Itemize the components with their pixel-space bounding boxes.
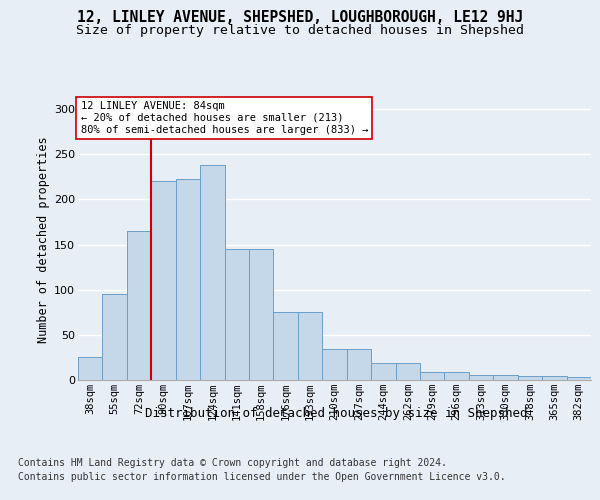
Bar bbox=[420, 372, 445, 380]
Bar bbox=[78, 358, 103, 380]
Bar bbox=[103, 294, 127, 380]
Text: Contains public sector information licensed under the Open Government Licence v3: Contains public sector information licen… bbox=[18, 472, 506, 482]
Bar bbox=[469, 376, 493, 380]
Bar bbox=[542, 376, 566, 380]
Bar bbox=[200, 165, 224, 380]
Bar bbox=[322, 350, 347, 380]
Bar bbox=[518, 376, 542, 380]
Bar bbox=[371, 363, 395, 380]
Text: Distribution of detached houses by size in Shepshed: Distribution of detached houses by size … bbox=[145, 408, 527, 420]
Text: 12, LINLEY AVENUE, SHEPSHED, LOUGHBOROUGH, LE12 9HJ: 12, LINLEY AVENUE, SHEPSHED, LOUGHBOROUG… bbox=[77, 10, 523, 25]
Bar bbox=[224, 249, 249, 380]
Bar bbox=[176, 178, 200, 380]
Bar bbox=[249, 249, 274, 380]
Text: 12 LINLEY AVENUE: 84sqm
← 20% of detached houses are smaller (213)
80% of semi-d: 12 LINLEY AVENUE: 84sqm ← 20% of detache… bbox=[80, 102, 368, 134]
Bar bbox=[445, 372, 469, 380]
Bar bbox=[274, 312, 298, 380]
Bar bbox=[395, 363, 420, 380]
Bar bbox=[566, 378, 591, 380]
Y-axis label: Number of detached properties: Number of detached properties bbox=[37, 136, 50, 344]
Bar bbox=[347, 350, 371, 380]
Text: Contains HM Land Registry data © Crown copyright and database right 2024.: Contains HM Land Registry data © Crown c… bbox=[18, 458, 447, 468]
Bar bbox=[151, 182, 176, 380]
Bar bbox=[298, 312, 322, 380]
Bar bbox=[127, 231, 151, 380]
Bar bbox=[493, 376, 518, 380]
Text: Size of property relative to detached houses in Shepshed: Size of property relative to detached ho… bbox=[76, 24, 524, 37]
